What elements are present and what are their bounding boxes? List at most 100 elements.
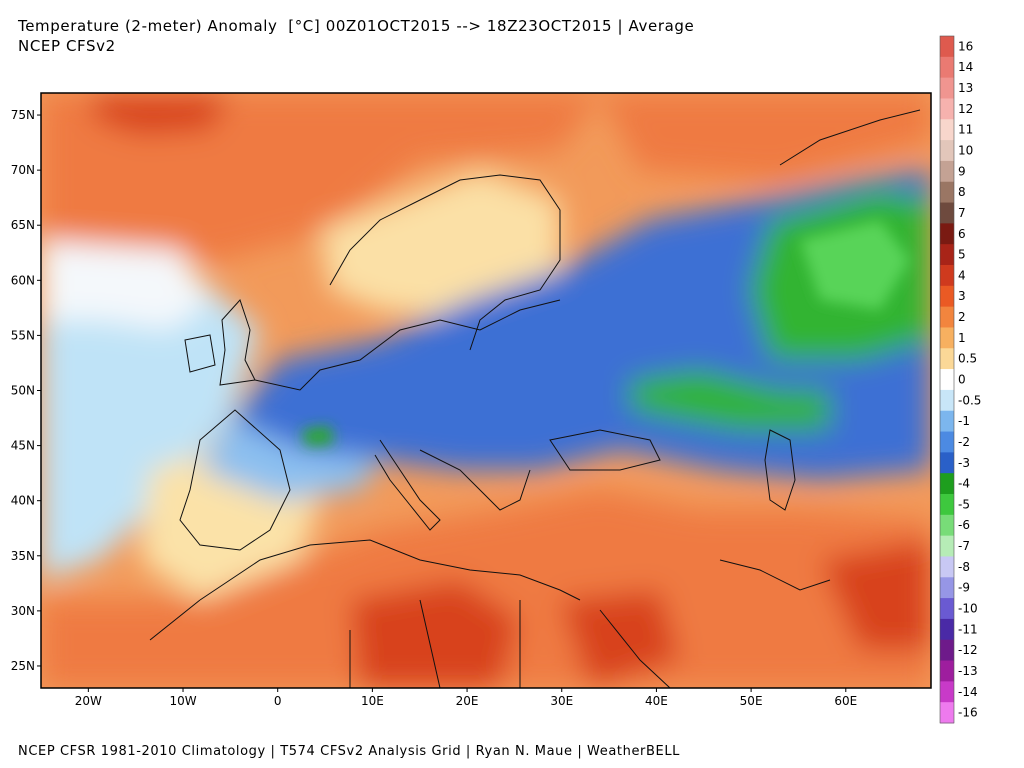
colorbar-swatch — [940, 639, 954, 662]
colorbar-label: -6 — [958, 518, 970, 532]
colorbar-label: 11 — [958, 123, 973, 137]
neutral-atlantic-region — [41, 260, 260, 580]
colorbar-label: 5 — [958, 248, 966, 262]
colorbar-swatch — [940, 681, 954, 703]
lat-tick-label: 40N — [11, 494, 35, 508]
hot-arctic-core — [90, 95, 230, 135]
cold-spot-alps — [302, 426, 334, 446]
colorbar-swatch — [940, 660, 954, 682]
colorbar-label: 16 — [958, 39, 973, 53]
lon-tick-label: 10E — [361, 694, 384, 708]
country-borders — [149, 109, 921, 688]
colorbar-swatch — [940, 389, 954, 412]
colorbar-swatch — [940, 285, 954, 308]
colorbar-swatch — [940, 535, 954, 557]
lat-tick-label: 70N — [11, 163, 35, 177]
colorbar-swatch — [940, 369, 954, 391]
colorbar-swatch — [940, 431, 954, 453]
colorbar-label: -1 — [958, 414, 970, 428]
lat-tick-label: 25N — [11, 659, 35, 673]
lat-tick-label: 60N — [11, 273, 35, 287]
coastline-novaya-zemlya — [779, 109, 921, 166]
colorbar-label: 10 — [958, 144, 973, 158]
colorbar-label: 9 — [958, 164, 966, 178]
colorbar-swatch — [940, 348, 954, 370]
lon-tick-label: 60E — [834, 694, 857, 708]
colorbar-label: 12 — [958, 102, 973, 116]
coastline-scandinavia — [329, 174, 561, 351]
colorbar-swatch — [940, 77, 954, 99]
coastline-europe — [254, 299, 561, 391]
model-subtitle: NCEP CFSv2 — [18, 37, 116, 55]
colorbar-label: -2 — [958, 435, 970, 449]
coastline-iberia — [179, 409, 291, 551]
colorbar-swatch — [940, 306, 954, 328]
coastline-black-sea — [549, 429, 661, 471]
scandinavia-neutral — [320, 170, 560, 320]
colorbar-swatch — [940, 473, 954, 495]
colorbar-label: 13 — [958, 81, 973, 95]
colorbar-label: 0.5 — [958, 352, 977, 366]
colorbar-swatch — [940, 202, 954, 224]
colorbar-label: 7 — [958, 206, 966, 220]
colorbar-swatch — [940, 265, 954, 287]
lat-tick-label: 35N — [11, 549, 35, 563]
colorbar-label: 0 — [958, 373, 966, 387]
coastline-uk — [219, 299, 256, 386]
colorbar-swatch — [940, 119, 954, 141]
hot-sahara — [350, 580, 520, 688]
colorbar-swatch — [940, 181, 954, 204]
colorbar-swatch — [940, 702, 954, 724]
colorbar-swatch — [940, 140, 954, 162]
strong-cold-caspian — [630, 370, 830, 430]
lon-tick-label: 30E — [550, 694, 573, 708]
colorbar-swatch — [940, 598, 954, 620]
lat-tick-label: 75N — [11, 108, 35, 122]
colorbar-label: 4 — [958, 268, 966, 282]
latitude-axis: 75N 70N 65N 60N 55N 50N 45N 40N 35N 30N 25N — [11, 108, 41, 673]
colorbar-label: 2 — [958, 310, 966, 324]
colorbar: 16 14 13 12 11 10 9 8 7 6 5 4 3 2 1 0.5 0 -0.5 -1 -2 -3 -4 -5 -… — [939, 35, 981, 724]
colorbar-label: -9 — [958, 581, 970, 595]
colorbar-label: -13 — [958, 664, 978, 678]
border-north-africa — [149, 599, 521, 688]
colorbar-label: -10 — [958, 602, 978, 616]
lon-tick-label: 10W — [169, 694, 196, 708]
colorbar-label: 3 — [958, 289, 966, 303]
longitude-axis: 20W 10W 0 10E 20E 30E 40E 50E 60E — [75, 688, 857, 708]
hot-middle-east — [560, 590, 680, 688]
colorbar-swatch — [940, 410, 954, 433]
anomaly-field — [41, 93, 931, 688]
coastline-red-sea — [599, 609, 671, 688]
credits-footer: NCEP CFSR 1981-2010 Climatology | T574 C… — [18, 744, 680, 759]
colorbar-label: -3 — [958, 456, 970, 470]
lat-tick-label: 45N — [11, 439, 35, 453]
colorbar-label: 14 — [958, 60, 973, 74]
colorbar-label: -11 — [958, 622, 978, 636]
colorbar-swatch — [940, 452, 954, 474]
coastline-caspian — [764, 429, 796, 511]
colorbar-label: -14 — [958, 685, 978, 699]
colorbar-label: 6 — [958, 227, 966, 241]
lat-tick-label: 30N — [11, 604, 35, 618]
colorbar-label: -0.5 — [958, 393, 981, 407]
colorbar-label: -5 — [958, 497, 970, 511]
colorbar-label: -8 — [958, 560, 970, 574]
colorbar-swatch — [940, 327, 954, 349]
coastline-ireland — [184, 334, 216, 373]
strong-cold-core — [800, 220, 910, 310]
colorbar-swatch — [940, 223, 954, 245]
warm-arctic-region — [41, 93, 600, 260]
colorbar-swatch — [940, 244, 954, 266]
warm-barents-region — [600, 93, 931, 180]
coastline-balkans — [419, 449, 531, 511]
colorbar-swatch — [940, 514, 954, 537]
lon-tick-label: 50E — [740, 694, 763, 708]
colorbar-label: -16 — [958, 706, 978, 720]
lat-tick-label: 65N — [11, 218, 35, 232]
colorbar-frame — [939, 35, 955, 724]
neutral-atlantic-white — [41, 240, 210, 330]
coastline-italy — [374, 439, 441, 531]
warm-north-africa — [41, 490, 931, 688]
